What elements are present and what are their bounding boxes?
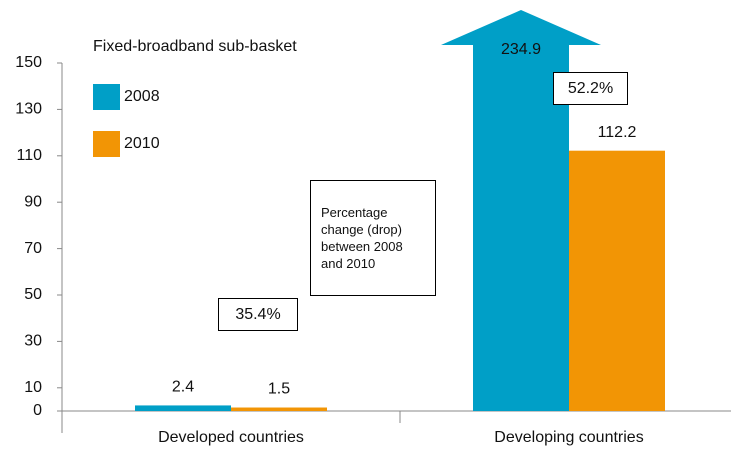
legend-swatch (93, 131, 120, 157)
y-tick-label: 110 (16, 147, 42, 164)
value-label: 234.9 (501, 41, 541, 58)
y-tick-label: 30 (24, 333, 42, 350)
bar (231, 407, 327, 411)
bar-arrow (441, 10, 601, 411)
legend-label: 2010 (124, 135, 160, 152)
y-tick-label: 10 (24, 379, 42, 396)
legend-title: Fixed-broadband sub-basket (93, 38, 297, 55)
y-tick-label: 0 (33, 402, 42, 419)
bar (135, 405, 231, 411)
y-tick-label: 90 (24, 193, 42, 210)
value-label: 2.4 (172, 379, 194, 396)
value-label: 112.2 (598, 124, 637, 141)
y-tick-label: 150 (15, 54, 42, 71)
annotation: 35.4% (218, 298, 298, 331)
value-label: 1.5 (268, 381, 290, 398)
y-tick-label: 130 (15, 101, 42, 118)
x-tick-label: Developing countries (494, 429, 643, 446)
x-tick-label: Developed countries (158, 429, 304, 446)
annotation-note: Percentage change (drop) between 2008 an… (310, 180, 436, 296)
legend-label: 2008 (124, 88, 160, 105)
y-tick-label: 50 (24, 286, 42, 303)
y-tick-label: 70 (24, 240, 42, 257)
bar (569, 150, 665, 412)
legend-swatch (93, 84, 120, 110)
annotation: 52.2% (553, 72, 628, 105)
